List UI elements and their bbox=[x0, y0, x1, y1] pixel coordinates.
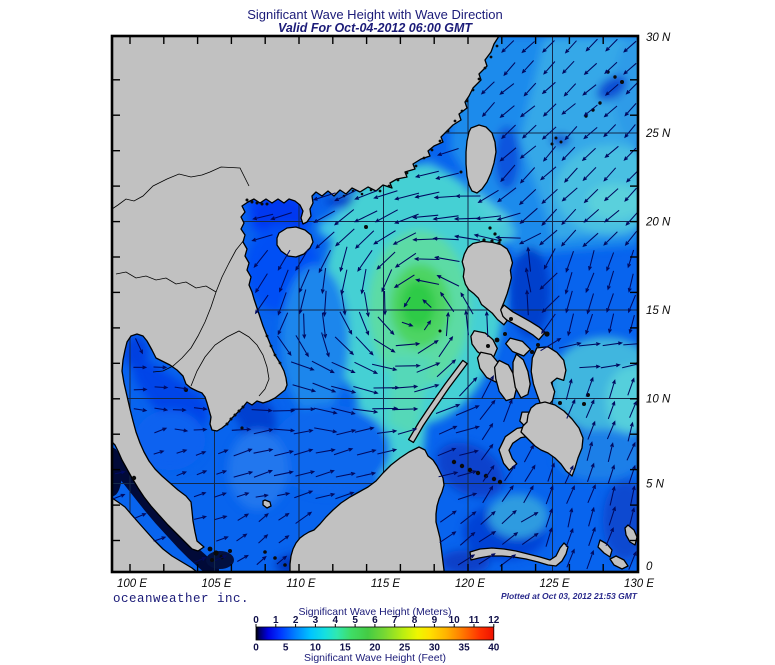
svg-text:6: 6 bbox=[372, 615, 378, 626]
svg-text:15 N: 15 N bbox=[646, 305, 671, 317]
svg-text:20: 20 bbox=[369, 643, 381, 654]
svg-text:115 E: 115 E bbox=[371, 578, 401, 590]
svg-text:4: 4 bbox=[333, 615, 339, 626]
svg-text:5: 5 bbox=[283, 643, 289, 654]
svg-text:oceanweather inc.: oceanweather inc. bbox=[113, 592, 249, 606]
svg-text:30: 30 bbox=[429, 643, 441, 654]
svg-text:10 N: 10 N bbox=[646, 394, 671, 406]
svg-text:7: 7 bbox=[392, 615, 398, 626]
svg-text:120 E: 120 E bbox=[455, 578, 485, 590]
svg-text:12: 12 bbox=[488, 615, 500, 626]
svg-text:2: 2 bbox=[293, 615, 299, 626]
svg-text:100 E: 100 E bbox=[117, 578, 147, 590]
svg-text:0: 0 bbox=[253, 615, 259, 626]
svg-text:130 E: 130 E bbox=[624, 578, 654, 590]
svg-text:0: 0 bbox=[646, 561, 653, 573]
svg-text:110 E: 110 E bbox=[286, 578, 316, 590]
svg-text:125 E: 125 E bbox=[539, 578, 569, 590]
svg-text:Plotted at Oct 03, 2012 21:53: Plotted at Oct 03, 2012 21:53 GMT bbox=[501, 591, 638, 601]
svg-text:10: 10 bbox=[449, 615, 461, 626]
svg-text:Significant Wave Height with W: Significant Wave Height with Wave Direct… bbox=[247, 7, 503, 22]
svg-text:0: 0 bbox=[253, 643, 259, 654]
svg-text:Significant Wave Height (Feet): Significant Wave Height (Feet) bbox=[304, 652, 446, 664]
svg-text:105 E: 105 E bbox=[201, 578, 231, 590]
svg-text:11: 11 bbox=[469, 615, 480, 626]
svg-text:1: 1 bbox=[273, 615, 279, 626]
svg-text:3: 3 bbox=[313, 615, 319, 626]
svg-text:5 N: 5 N bbox=[646, 479, 665, 491]
svg-text:15: 15 bbox=[340, 643, 352, 654]
svg-text:20 N: 20 N bbox=[645, 217, 671, 229]
svg-text:Valid For Oct-04-2012 06:00 GM: Valid For Oct-04-2012 06:00 GMT bbox=[278, 21, 473, 35]
svg-text:9: 9 bbox=[432, 615, 438, 626]
svg-text:Significant Wave Height (Meter: Significant Wave Height (Meters) bbox=[298, 606, 451, 618]
svg-text:25 N: 25 N bbox=[645, 128, 671, 140]
svg-text:35: 35 bbox=[459, 643, 471, 654]
svg-text:40: 40 bbox=[488, 643, 500, 654]
svg-text:5: 5 bbox=[352, 615, 358, 626]
svg-text:10: 10 bbox=[310, 643, 322, 654]
svg-text:8: 8 bbox=[412, 615, 418, 626]
svg-text:30 N: 30 N bbox=[646, 32, 671, 44]
svg-text:25: 25 bbox=[399, 643, 411, 654]
